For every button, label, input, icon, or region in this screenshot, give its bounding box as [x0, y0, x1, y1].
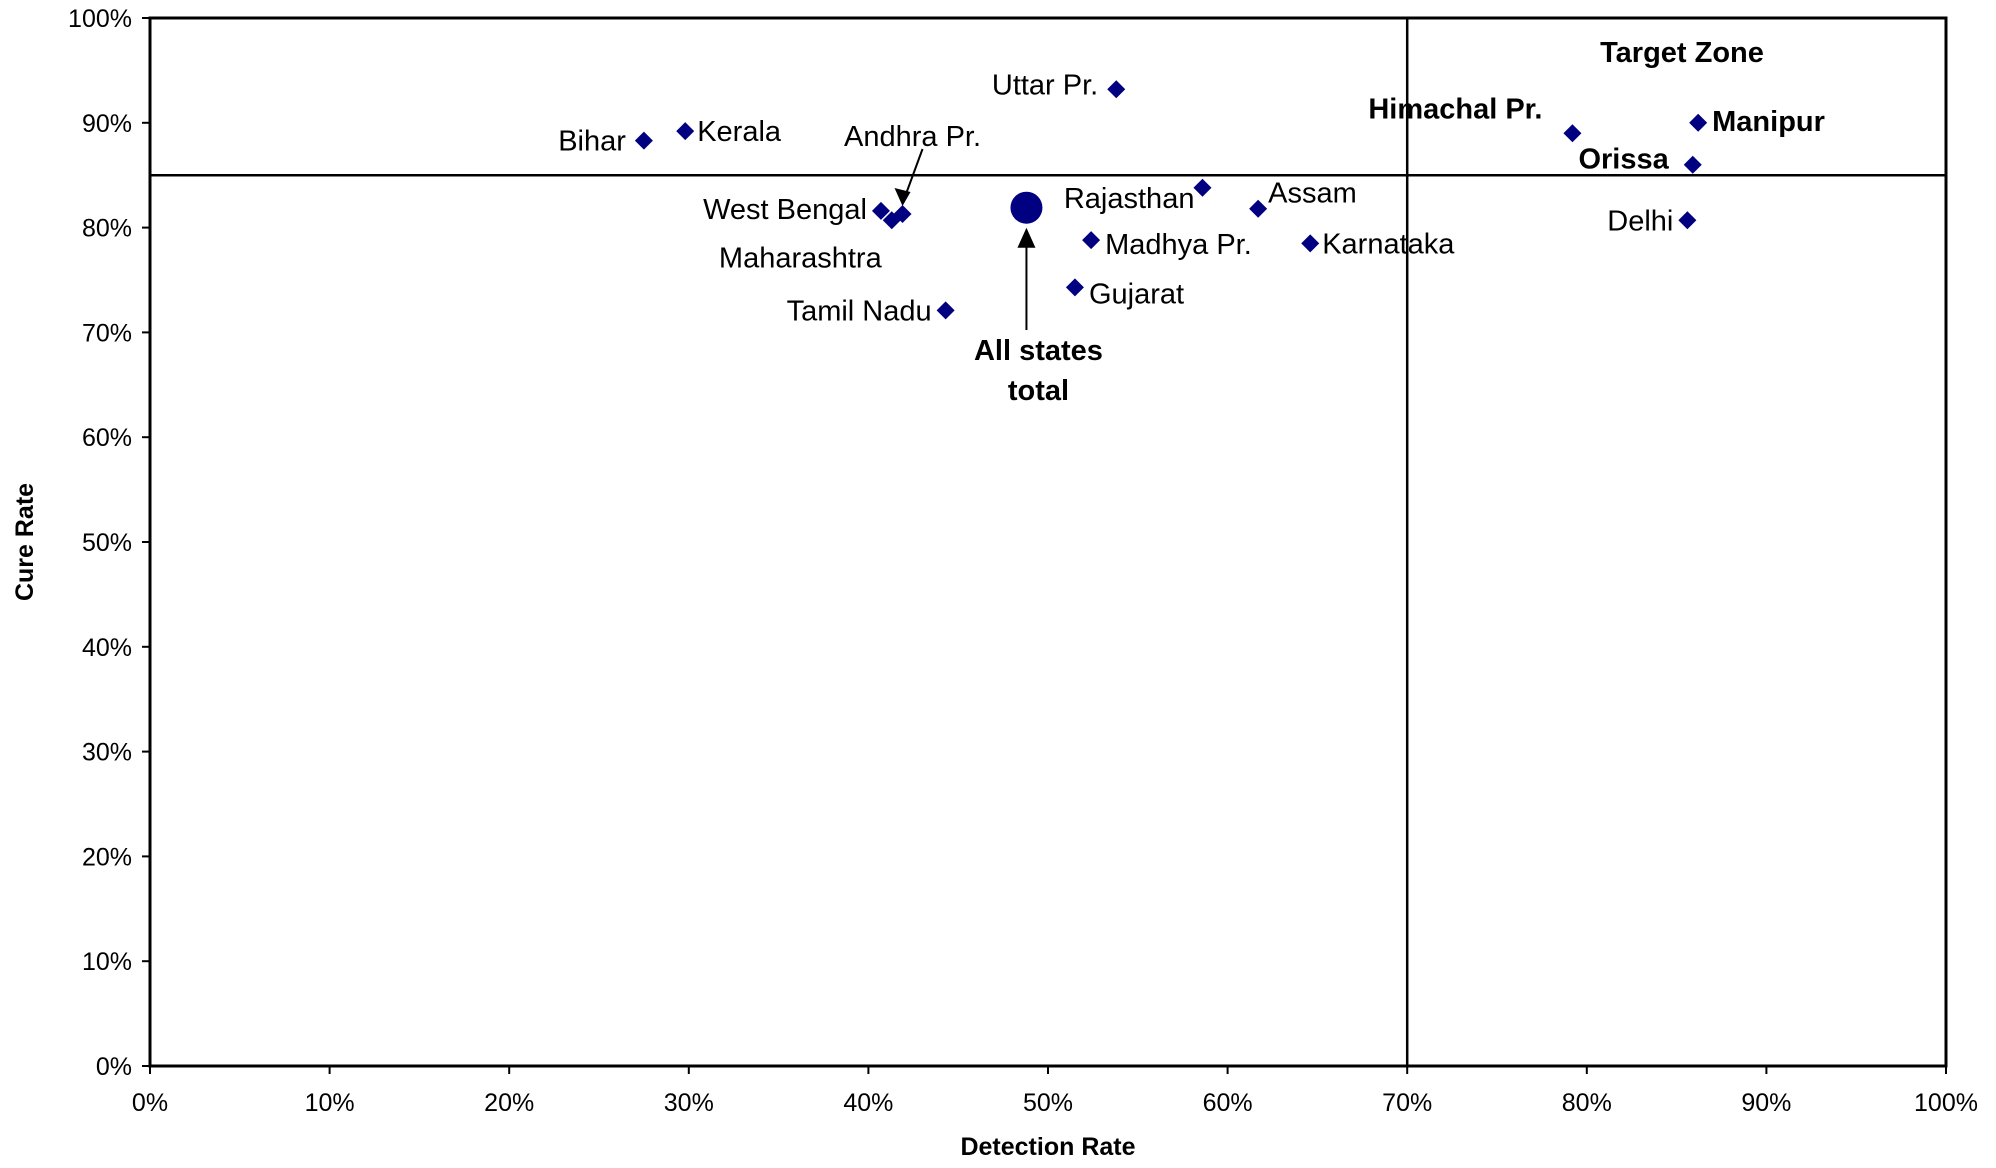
andhra-arrow-head [894, 187, 911, 206]
label-manipur: Manipur [1712, 106, 1825, 138]
plot-frame [148, 16, 1948, 1068]
pointer-arrows [894, 148, 1036, 330]
target-zone-label: Target Zone [1600, 37, 1764, 69]
y-tick-label: 10% [82, 948, 132, 976]
x-axis-title: Detection Rate [960, 1133, 1135, 1161]
label-west-bengal: West Bengal [703, 194, 867, 226]
x-tick-label: 60% [1203, 1089, 1253, 1117]
label-himachal-pr: Himachal Pr. [1368, 93, 1542, 125]
x-tick-label: 20% [484, 1089, 534, 1117]
label-tamil-nadu: Tamil Nadu [787, 295, 932, 327]
label-karnataka: Karnataka [1322, 228, 1455, 260]
point-delhi [1678, 211, 1697, 230]
label-bihar: Bihar [558, 126, 626, 158]
all-states-total-label-line1: All states [974, 335, 1103, 367]
y-tick-label: 50% [82, 529, 132, 557]
all-states-total-label-line2: total [1008, 375, 1069, 407]
point-labels: Bihar Kerala Uttar Pr. Andhra Pr. West Benga… [558, 69, 1825, 327]
point-maharashtra [882, 211, 901, 230]
y-axis-ticks: 0% 10% 20% 30% 40% 50% 60% 70% 80% 90% 100% [68, 5, 150, 1081]
x-tick-label: 50% [1023, 1089, 1073, 1117]
x-tick-label: 30% [664, 1089, 714, 1117]
y-tick-label: 30% [82, 739, 132, 767]
y-tick-label: 60% [82, 424, 132, 452]
point-orissa [1683, 155, 1702, 174]
y-tick-label: 100% [68, 5, 132, 33]
label-orissa: Orissa [1578, 144, 1669, 176]
y-tick-label: 40% [82, 634, 132, 662]
point-madhya-pr [1082, 231, 1101, 250]
point-himachal-pr [1563, 124, 1582, 143]
x-tick-label: 100% [1914, 1089, 1978, 1117]
point-manipur [1689, 113, 1708, 132]
y-axis-title: Cure Rate [11, 483, 39, 601]
point-gujarat [1065, 278, 1084, 297]
andhra-arrow-shaft [903, 148, 924, 199]
point-kerala [676, 122, 695, 141]
x-tick-label: 80% [1562, 1089, 1612, 1117]
label-andhra-pr: Andhra Pr. [844, 121, 981, 153]
label-kerala: Kerala [697, 116, 782, 148]
x-tick-label: 10% [305, 1089, 355, 1117]
label-delhi: Delhi [1607, 205, 1673, 237]
y-tick-label: 20% [82, 843, 132, 871]
point-bihar [634, 131, 653, 150]
y-tick-label: 80% [82, 215, 132, 243]
y-tick-label: 70% [82, 319, 132, 347]
x-tick-label: 70% [1382, 1089, 1432, 1117]
label-maharashtra: Maharashtra [719, 242, 883, 274]
point-assam [1249, 199, 1268, 218]
y-tick-label: 0% [96, 1053, 132, 1081]
label-madhya-pr: Madhya Pr. [1105, 229, 1252, 261]
x-tick-label: 40% [843, 1089, 893, 1117]
label-assam: Assam [1268, 178, 1357, 210]
point-rajasthan [1193, 178, 1212, 197]
label-rajasthan: Rajasthan [1064, 183, 1195, 215]
all-states-total-marker [1010, 191, 1043, 224]
point-tamil-nadu [936, 301, 955, 320]
total-arrow-head [1017, 227, 1036, 248]
point-uttar-pr [1107, 80, 1126, 99]
label-uttar-pr: Uttar Pr. [992, 69, 1098, 101]
point-karnataka [1301, 234, 1320, 253]
x-tick-label: 0% [132, 1089, 168, 1117]
y-tick-label: 90% [82, 110, 132, 138]
x-axis-ticks: 0% 10% 20% 30% 40% 50% 60% 70% 80% 90% 100% [132, 1066, 1978, 1117]
label-gujarat: Gujarat [1089, 278, 1184, 310]
point-west-bengal [871, 201, 890, 220]
x-tick-label: 90% [1741, 1089, 1791, 1117]
data-points [634, 80, 1708, 320]
